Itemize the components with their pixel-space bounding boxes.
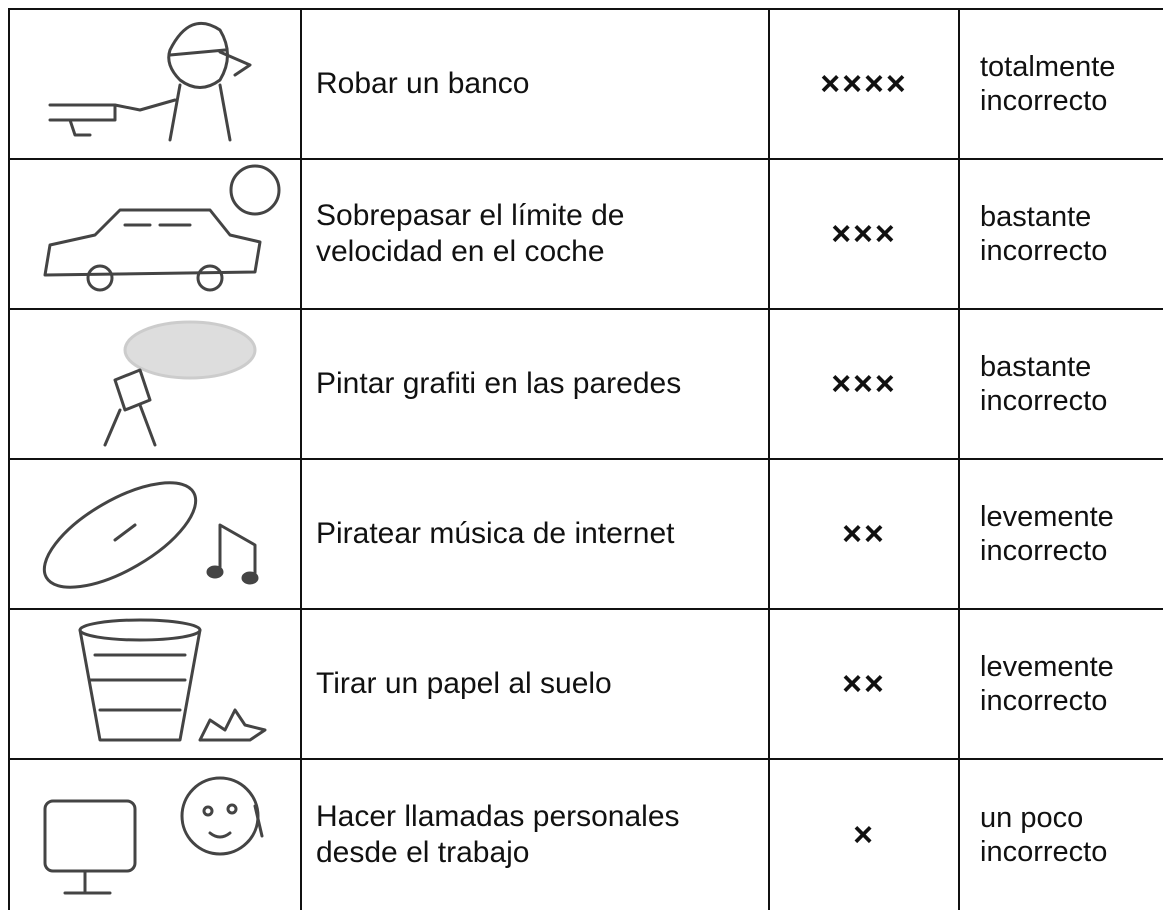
robber-drawing — [48, 21, 252, 142]
drawing-cell — [8, 458, 302, 610]
bin-drawing — [78, 618, 267, 742]
row: Sobrepasar el límite de velocidad en el … — [8, 158, 1163, 310]
row: Hacer llamadas personales desde el traba… — [8, 758, 1163, 910]
severity-marks: ×××× — [768, 8, 960, 160]
car-drawing — [43, 164, 281, 292]
rating: levemente incorrecto — [958, 458, 1163, 610]
activity: Tirar un papel al suelo — [300, 608, 770, 760]
rating: totalmente incorrecto — [958, 8, 1163, 160]
row: Tirar un papel al suelo ×× levemente inc… — [8, 608, 1163, 760]
offence-table: Robar un banco ×××× totalmente incorrect… — [8, 8, 1163, 910]
rating: bastante incorrecto — [958, 158, 1163, 310]
cd-drawing — [42, 481, 259, 589]
drawing-cell — [8, 608, 302, 760]
activity: Hacer llamadas personales desde el traba… — [300, 758, 770, 910]
severity-marks: ××× — [768, 158, 960, 310]
rating: bastante incorrecto — [958, 308, 1163, 460]
activity: Robar un banco — [300, 8, 770, 160]
drawing-cell — [8, 158, 302, 310]
activity: Pintar grafiti en las paredes — [300, 308, 770, 460]
row: Piratear música de internet ×× levemente… — [8, 458, 1163, 610]
rating: un poco incorrecto — [958, 758, 1163, 910]
drawing-cell — [8, 8, 302, 160]
severity-marks: ×× — [768, 608, 960, 760]
drawing-cell — [8, 758, 302, 910]
rating: levemente incorrecto — [958, 608, 1163, 760]
drawing-cell — [8, 308, 302, 460]
row: Pintar grafiti en las paredes ××× bastan… — [8, 308, 1163, 460]
severity-marks: ××× — [768, 308, 960, 460]
activity: Sobrepasar el límite de velocidad en el … — [300, 158, 770, 310]
phone-drawing — [43, 776, 264, 895]
graffiti-drawing — [103, 320, 257, 447]
severity-marks: ×× — [768, 458, 960, 610]
severity-marks: × — [768, 758, 960, 910]
activity: Piratear música de internet — [300, 458, 770, 610]
row: Robar un banco ×××× totalmente incorrect… — [8, 8, 1163, 160]
